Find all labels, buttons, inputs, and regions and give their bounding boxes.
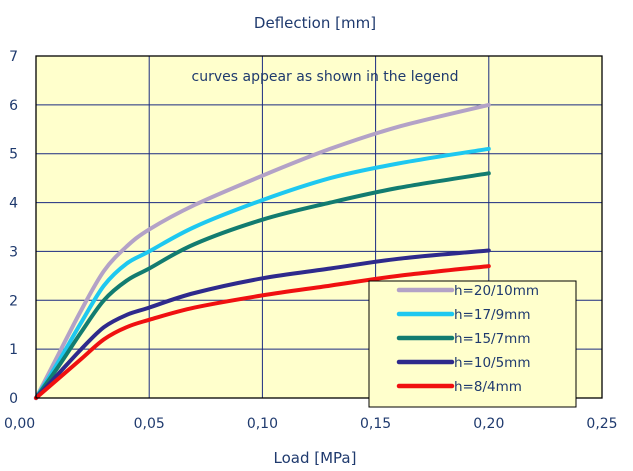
series-line (34, 248, 491, 400)
series-line (34, 146, 491, 400)
x-tick-label: 0,15 (360, 416, 391, 432)
legend-label: h=8/4mm (454, 379, 522, 395)
series-line (34, 102, 491, 400)
legend-label: h=10/5mm (454, 355, 531, 371)
x-axis-ticks: 0,00 0,05 0,10 0,15 0,20 0,25 (4, 416, 618, 432)
y-tick-label: 4 (9, 196, 18, 212)
chart-annotation: curves appear as shown in the legend (192, 69, 459, 85)
y-tick-label: 6 (9, 98, 18, 114)
y-tick-label: 0 (9, 391, 18, 407)
y-tick-label: 2 (9, 293, 18, 309)
y-tick-label: 1 (9, 342, 18, 358)
x-tick-label: 0,10 (247, 416, 278, 432)
legend-label: h=15/7mm (454, 331, 531, 347)
legend: h=20/10mm h=17/9mm h=15/7mm h=10/5mm h=8/4mm (368, 280, 577, 408)
series-line (34, 264, 491, 400)
x-tick-label: 0,25 (586, 416, 617, 432)
x-axis-label: Load [MPa] (274, 449, 357, 467)
x-tick-label: 0,00 (4, 416, 35, 432)
y-tick-label: 5 (9, 147, 18, 163)
legend-label: h=17/9mm (454, 307, 531, 323)
series-line (34, 171, 491, 400)
y-tick-label: 3 (9, 244, 18, 260)
x-tick-label: 0,20 (473, 416, 504, 432)
chart-title: Deflection [mm] (254, 14, 376, 32)
plot-frame (35, 55, 603, 399)
x-tick-label: 0,05 (134, 416, 165, 432)
y-axis-ticks: 0 1 2 3 4 5 6 7 (9, 49, 18, 407)
legend-label: h=20/10mm (454, 283, 539, 299)
series-group (34, 102, 491, 400)
y-tick-label: 7 (9, 49, 18, 65)
